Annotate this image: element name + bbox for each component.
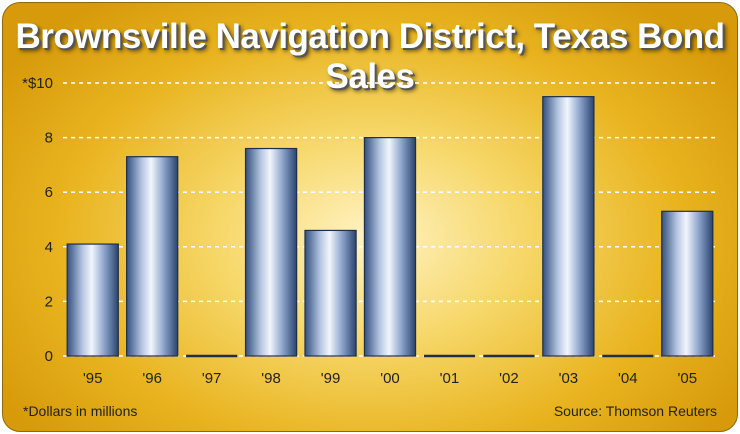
y-tick-label: 4: [45, 239, 53, 256]
bar-chart: 0 2 4 6 8 *$10 '95 '96 '97 '98 '99 '00 '01 '02 '03 '04 '…: [22, 75, 717, 387]
y-tick-label: 6: [45, 184, 53, 201]
x-tick-label: '96: [142, 370, 162, 387]
y-tick-label: *$10: [22, 75, 53, 92]
x-tick-label: '98: [261, 370, 281, 387]
x-tick-label: '01: [440, 370, 460, 387]
y-tick-label: 2: [45, 293, 53, 310]
x-tick-label: '05: [677, 370, 697, 387]
y-tick-label: 8: [45, 130, 53, 147]
x-tick-label: '04: [618, 370, 638, 387]
source-credit: Source: Thomson Reuters: [553, 403, 717, 419]
bar: [363, 137, 417, 357]
footnote: *Dollars in millions: [23, 403, 138, 419]
x-tick-label: '00: [380, 370, 400, 387]
x-tick-label: '97: [202, 370, 222, 387]
bar: [66, 243, 119, 357]
bar: [244, 147, 298, 357]
x-tick-label: '02: [499, 370, 519, 387]
y-tick-label: 0: [45, 348, 53, 365]
bar: [661, 210, 714, 357]
bar: [304, 229, 357, 357]
chart-title: Brownsville Navigation District, Texas B…: [15, 17, 725, 96]
x-tick-label: '95: [83, 370, 103, 387]
bar: [126, 156, 179, 357]
x-tick-label: '03: [559, 370, 579, 387]
x-tick-label: '99: [321, 370, 341, 387]
bar: [542, 96, 595, 357]
